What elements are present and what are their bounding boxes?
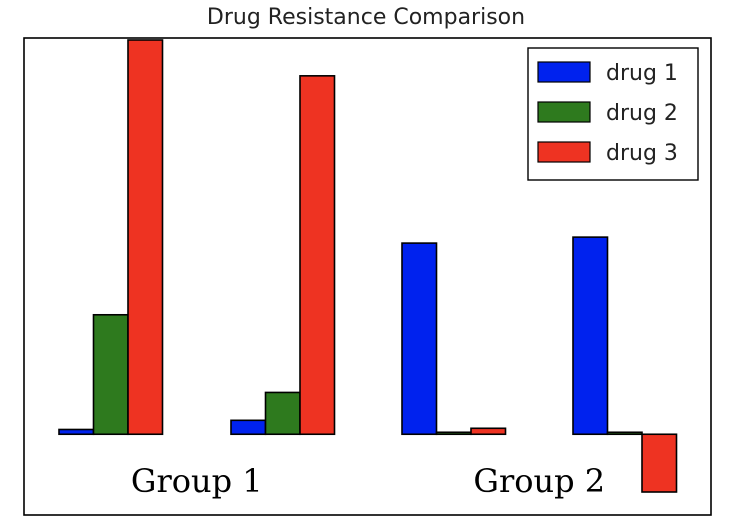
- bar-drug-1-cat-2: [230, 419, 267, 436]
- group-label-2: Group 2: [473, 462, 605, 500]
- legend-swatch-drug-2: [537, 101, 591, 123]
- bar-drug-2-cat-3: [435, 431, 472, 436]
- legend: drug 1 drug 2 drug 3: [527, 47, 699, 181]
- bar-drug-1-cat-1: [58, 428, 95, 436]
- bar-drug-3-cat-2: [299, 75, 336, 436]
- bars: [58, 39, 678, 493]
- bar-drug-3-cat-4: [641, 433, 678, 493]
- chart-title: Drug Resistance Comparison: [207, 5, 525, 30]
- bar-drug-1-cat-4: [572, 236, 609, 436]
- group-label-1: Group 1: [131, 462, 263, 500]
- legend-swatch-drug-1: [537, 61, 591, 83]
- legend-label-drug-2: drug 2: [606, 101, 678, 126]
- bar-drug-2-cat-4: [606, 431, 643, 436]
- legend-swatch-drug-3: [537, 141, 591, 163]
- bar-drug-3-cat-3: [470, 427, 507, 436]
- bar-drug-2-cat-1: [92, 313, 129, 436]
- bar-drug-3-cat-1: [127, 39, 164, 436]
- legend-label-drug-3: drug 3: [606, 141, 678, 166]
- group-labels: Group 1 Group 2: [131, 462, 605, 500]
- plot-frame: [23, 37, 712, 516]
- legend-label-drug-1: drug 1: [606, 61, 678, 86]
- bar-drug-2-cat-2: [264, 391, 301, 436]
- bar-drug-1-cat-3: [401, 242, 438, 436]
